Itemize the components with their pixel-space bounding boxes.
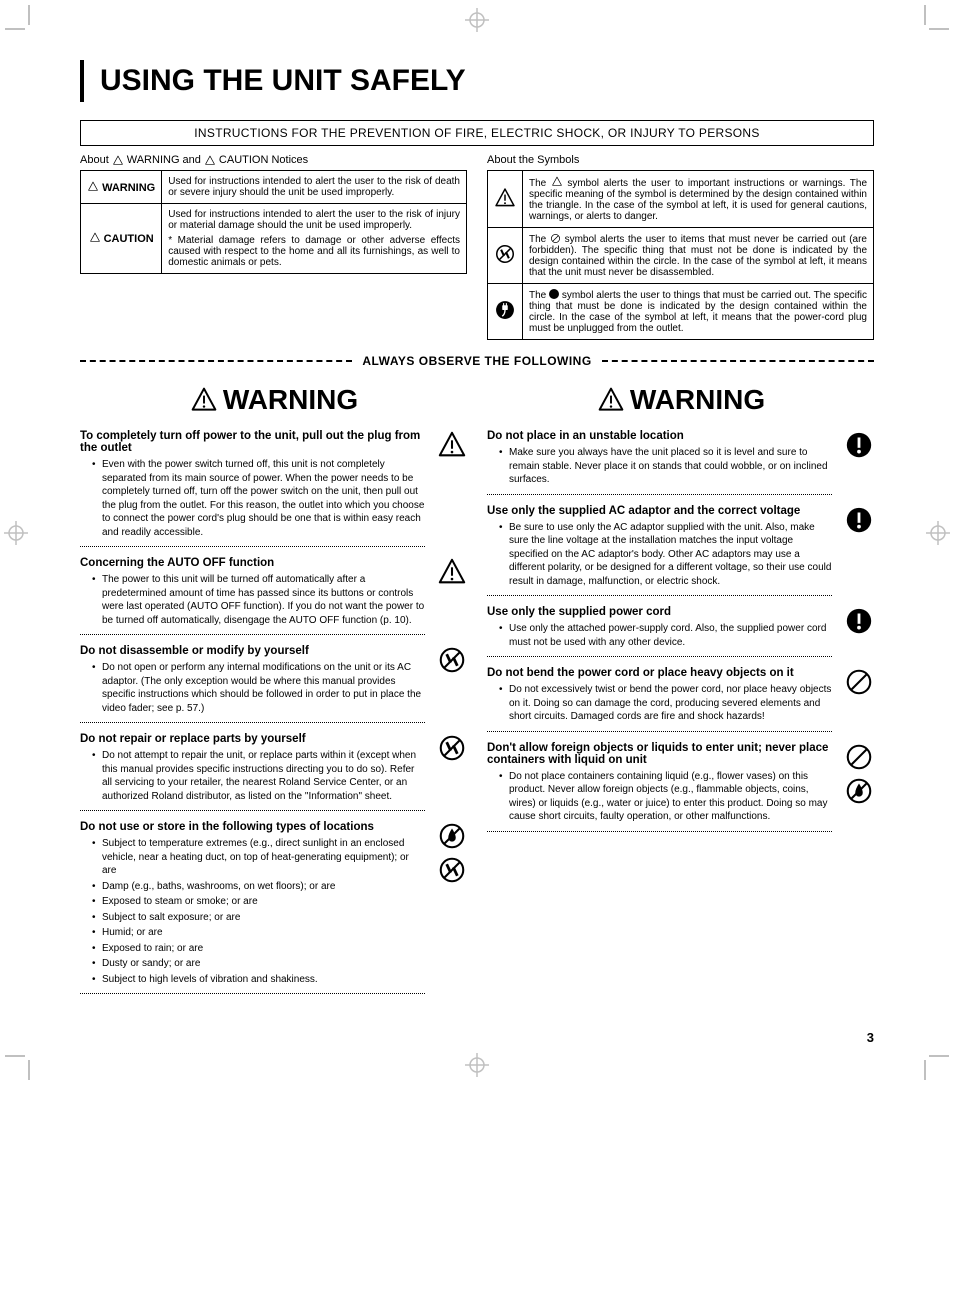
no-disassemble-icon bbox=[437, 645, 467, 675]
safety-section: Use only the supplied power cord Use only… bbox=[487, 606, 874, 657]
section-title: Use only the supplied AC adaptor and the… bbox=[487, 505, 832, 517]
section-item: Subject to temperature extremes (e.g., d… bbox=[92, 837, 425, 878]
section-title: Concerning the AUTO OFF function bbox=[80, 557, 425, 569]
section-item: Do not excessively twist or bend the pow… bbox=[499, 683, 832, 724]
prohibit-icon bbox=[844, 667, 874, 697]
triangle-bang-icon bbox=[437, 557, 467, 587]
section-item: Humid; or are bbox=[92, 926, 425, 940]
page-title: USING THE UNIT SAFELY bbox=[80, 60, 874, 102]
warning-triangle-icon bbox=[204, 155, 216, 166]
section-title: Do not disassemble or modify by yourself bbox=[80, 645, 425, 657]
symbols-table: The symbol alerts the user to important … bbox=[487, 170, 874, 340]
section-title: Don't allow foreign objects or liquids t… bbox=[487, 742, 832, 766]
section-title: Use only the supplied power cord bbox=[487, 606, 832, 618]
must-do-icon bbox=[844, 430, 874, 460]
warning-triangle-icon bbox=[551, 176, 563, 187]
warning-triangle-icon bbox=[87, 181, 99, 192]
section-title: To completely turn off power to the unit… bbox=[80, 430, 425, 454]
section-item: Do not attempt to repair the unit, or re… bbox=[92, 749, 425, 803]
warning-banner: WARNING bbox=[487, 384, 874, 416]
section-item: Be sure to use only the AC adaptor suppl… bbox=[499, 521, 832, 589]
section-title: Do not repair or replace parts by yourse… bbox=[80, 733, 425, 745]
section-item: Do not place containers containing liqui… bbox=[499, 770, 832, 824]
section-title: Do not use or store in the following typ… bbox=[80, 821, 425, 833]
warning-triangle-icon bbox=[596, 386, 626, 414]
section-item: The power to this unit will be turned of… bbox=[92, 573, 425, 627]
no-disassemble-icon bbox=[494, 243, 516, 265]
warning-triangle-icon bbox=[89, 232, 101, 243]
page-number: 3 bbox=[80, 1030, 874, 1045]
warning-triangle-icon bbox=[189, 386, 219, 414]
no-disassemble-icon bbox=[437, 733, 467, 763]
about-notices-heading: About WARNING and CAUTION Notices bbox=[80, 154, 467, 166]
filled-circle-icon bbox=[549, 289, 559, 299]
section-item: Exposed to steam or smoke; or are bbox=[92, 895, 425, 909]
section-item: Subject to salt exposure; or are bbox=[92, 911, 425, 925]
warning-banner: WARNING bbox=[80, 384, 467, 416]
no-water-icon bbox=[844, 776, 874, 806]
unplug-icon bbox=[494, 299, 516, 321]
section-item: Exposed to rain; or are bbox=[92, 942, 425, 956]
safety-section: To completely turn off power to the unit… bbox=[80, 430, 467, 547]
must-do-icon bbox=[844, 606, 874, 636]
section-item: Make sure you always have the unit place… bbox=[499, 446, 832, 487]
safety-section: Use only the supplied AC adaptor and the… bbox=[487, 505, 874, 597]
observe-divider: ALWAYS OBSERVE THE FOLLOWING bbox=[80, 354, 874, 368]
section-item: Subject to high levels of vibration and … bbox=[92, 973, 425, 987]
warning-triangle-icon bbox=[112, 155, 124, 166]
section-item: Dusty or sandy; or are bbox=[92, 957, 425, 971]
about-symbols-heading: About the Symbols bbox=[487, 154, 874, 166]
prohibit-icon bbox=[844, 742, 874, 772]
notices-table: WARNING Used for instructions intended t… bbox=[80, 170, 467, 274]
safety-section: Do not use or store in the following typ… bbox=[80, 821, 467, 994]
safety-section: Do not repair or replace parts by yourse… bbox=[80, 733, 467, 811]
safety-section: Do not bend the power cord or place heav… bbox=[487, 667, 874, 732]
section-item: Use only the attached power-supply cord.… bbox=[499, 622, 832, 649]
section-item: Damp (e.g., baths, washrooms, on wet flo… bbox=[92, 880, 425, 894]
safety-section: Do not place in an unstable location Make… bbox=[487, 430, 874, 495]
safety-section: Do not disassemble or modify by yourself… bbox=[80, 645, 467, 723]
no-water-icon bbox=[437, 821, 467, 851]
section-title: Do not bend the power cord or place heav… bbox=[487, 667, 832, 679]
section-item: Do not open or perform any internal modi… bbox=[92, 661, 425, 715]
section-title: Do not place in an unstable location bbox=[487, 430, 832, 442]
must-do-icon bbox=[844, 505, 874, 535]
safety-section: Don't allow foreign objects or liquids t… bbox=[487, 742, 874, 832]
instructions-banner: INSTRUCTIONS FOR THE PREVENTION OF FIRE,… bbox=[80, 120, 874, 146]
prohibit-icon bbox=[550, 233, 561, 244]
section-item: Even with the power switch turned off, t… bbox=[92, 458, 425, 539]
warning-triangle-icon bbox=[494, 187, 516, 209]
triangle-bang-icon bbox=[437, 430, 467, 460]
safety-section: Concerning the AUTO OFF function The powe… bbox=[80, 557, 467, 635]
no-disassemble-icon bbox=[437, 855, 467, 885]
